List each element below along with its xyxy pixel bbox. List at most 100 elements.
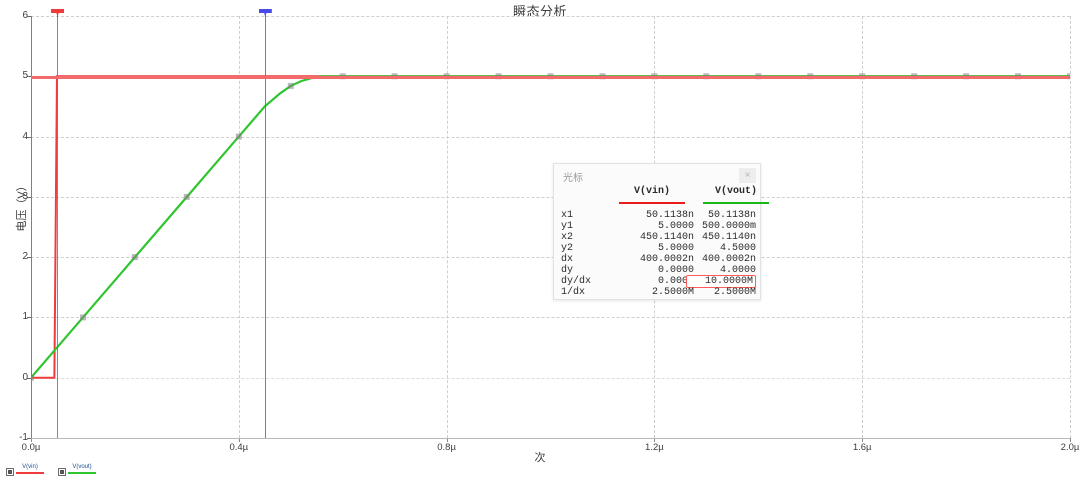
x-axis-tick bbox=[446, 438, 448, 442]
measurement-key: 1/dx bbox=[561, 287, 586, 298]
legend-color-swatch bbox=[16, 472, 44, 474]
measurement-key: y2 bbox=[561, 243, 574, 254]
trace-vvin bbox=[31, 75, 1070, 379]
sample-marker bbox=[287, 82, 294, 89]
legend-label: V(vin) bbox=[22, 464, 38, 470]
legend-color-swatch bbox=[68, 472, 96, 474]
cursor-measurement-row: y2 5.0000 4.5000 bbox=[554, 243, 760, 254]
measurement-key: dx bbox=[561, 254, 574, 265]
cursor-column-header-vin: V(vin) bbox=[633, 186, 670, 197]
y-axis-line bbox=[31, 16, 32, 438]
y-axis-tick-label: 6 bbox=[22, 10, 28, 21]
trace-vvout bbox=[31, 75, 1070, 379]
cursor-measurement-row: x1 50.1138n 50.1138n bbox=[554, 210, 760, 221]
cursor-1-line[interactable] bbox=[57, 16, 59, 438]
y-axis-tick-label: 4 bbox=[22, 130, 28, 142]
y-axis-tick bbox=[27, 438, 32, 439]
measurement-key: x1 bbox=[561, 210, 574, 221]
y-axis-tick bbox=[27, 16, 32, 17]
sample-marker bbox=[183, 193, 190, 200]
y-axis-tick-label: 2 bbox=[22, 251, 28, 263]
y-axis-tick bbox=[27, 377, 32, 379]
y-axis-tick-label: 1 bbox=[22, 311, 28, 323]
x-axis-tick-label: 1.6µ bbox=[852, 442, 872, 453]
x-axis-tick bbox=[238, 438, 240, 442]
gridline-horizontal bbox=[31, 196, 1070, 198]
cursor-measurement-row: dy/dx 0.0000 10.0000M bbox=[554, 275, 760, 288]
y-axis-tick-label: 0 bbox=[22, 371, 28, 383]
cursor-measurement-row: 1/dx 2.5000M 2.5000M bbox=[554, 287, 760, 298]
measurement-value-vout: 450.1140n bbox=[701, 232, 756, 243]
measurement-value-vout: 400.0002n bbox=[701, 254, 756, 265]
x-axis-tick bbox=[1070, 438, 1071, 442]
gridline-horizontal bbox=[31, 377, 1070, 379]
gridline-horizontal bbox=[31, 257, 1070, 259]
sample-marker bbox=[235, 133, 242, 140]
x-axis-tick-label: 1.2µ bbox=[645, 442, 664, 453]
legend-item-vvin[interactable]: V(vin) bbox=[6, 464, 44, 476]
measurement-key: dy/dx bbox=[561, 276, 592, 287]
x-axis-line bbox=[31, 438, 1070, 439]
x-axis-tick bbox=[654, 438, 656, 442]
gridline-horizontal bbox=[31, 16, 1070, 17]
cursor-measurement-row: x2 450.1140n 450.1140n bbox=[554, 232, 760, 243]
sample-marker bbox=[80, 314, 86, 321]
waveform-traces bbox=[31, 73, 1070, 381]
cursor-column-header-vout: V(vout) bbox=[714, 186, 757, 197]
x-axis-tick-label: 0.0µ bbox=[21, 442, 41, 453]
measurement-value-vout: 4.0000 bbox=[719, 265, 756, 276]
cursor-1-horizontal-line[interactable] bbox=[31, 76, 1070, 80]
y-axis-tick-label: 3 bbox=[22, 190, 28, 202]
measurement-value-vout: 500.0000m bbox=[701, 221, 756, 232]
legend-label: V(vout) bbox=[72, 464, 92, 470]
gridline-vertical bbox=[238, 16, 240, 438]
gridline-vertical bbox=[446, 16, 448, 438]
cursor-readout-panel[interactable]: 光标 × V(vin) V(vout) x1 50.1138n 50.1138n y1… bbox=[553, 163, 769, 300]
measurement-key: y1 bbox=[561, 221, 574, 232]
plot-canvas[interactable] bbox=[31, 16, 1070, 438]
cursor-2-handle[interactable] bbox=[258, 9, 272, 18]
measurement-value-vout-highlighted: 10.0000M bbox=[686, 275, 756, 288]
plot-background bbox=[31, 16, 1070, 438]
measurement-value-vin: 0.0000 bbox=[657, 276, 694, 287]
legend-checkbox[interactable] bbox=[6, 468, 14, 476]
measurement-value-vin: 50.1138n bbox=[645, 210, 694, 221]
y-axis-tick bbox=[27, 317, 32, 319]
gridline-vertical bbox=[862, 16, 864, 438]
sample-marker bbox=[131, 254, 138, 261]
cursor-panel-title: 光标 bbox=[563, 173, 583, 184]
cursor-measurement-row: dy 0.0000 4.0000 bbox=[554, 265, 760, 276]
x-axis-tick-label: 2.0µ bbox=[1060, 442, 1080, 453]
measurement-value-vin: 0.0000 bbox=[657, 265, 694, 276]
measurement-value-vout: 4.5000 bbox=[719, 243, 756, 254]
y-axis-tick-label: 5 bbox=[22, 70, 28, 82]
x-axis-tick-label: 0.8µ bbox=[437, 442, 456, 453]
close-icon[interactable]: × bbox=[739, 168, 756, 183]
measurement-key: x2 bbox=[561, 232, 574, 243]
measurement-value-vin: 5.0000 bbox=[657, 243, 694, 254]
cursor-measurement-row: dx 400.0002n 400.0002n bbox=[554, 254, 760, 265]
legend[interactable]: V(vin) V(vout) bbox=[6, 464, 96, 476]
cursor-1-handle[interactable] bbox=[51, 9, 65, 18]
y-axis-tick bbox=[27, 136, 32, 138]
x-axis-tick bbox=[862, 438, 864, 442]
legend-item-vvout[interactable]: V(vout) bbox=[58, 464, 96, 476]
legend-checkbox[interactable] bbox=[58, 468, 66, 476]
gridline-horizontal bbox=[31, 136, 1070, 138]
page-title: 瞬态分析 bbox=[512, 4, 567, 19]
legend-body: V(vout) bbox=[68, 464, 96, 474]
measurement-value-vout: 2.5000M bbox=[713, 287, 756, 298]
y-axis-tick-label: -1 bbox=[19, 432, 28, 443]
cursor-2-line[interactable] bbox=[264, 16, 266, 438]
measurement-value-vout: 50.1138n bbox=[707, 210, 756, 221]
sample-marker bbox=[31, 374, 34, 381]
y-axis-tick bbox=[27, 76, 32, 78]
measurement-value-vin: 5.0000 bbox=[657, 221, 694, 232]
gridline-horizontal bbox=[31, 317, 1070, 319]
measurement-value-vin: 2.5000M bbox=[651, 287, 694, 298]
cursor-panel-header-row: V(vin) V(vout) bbox=[554, 186, 760, 206]
cursor-column-underline-vout bbox=[703, 202, 769, 204]
x-axis-tick-label: 0.4µ bbox=[229, 442, 249, 453]
cursor-column-underline-vin bbox=[619, 202, 685, 204]
